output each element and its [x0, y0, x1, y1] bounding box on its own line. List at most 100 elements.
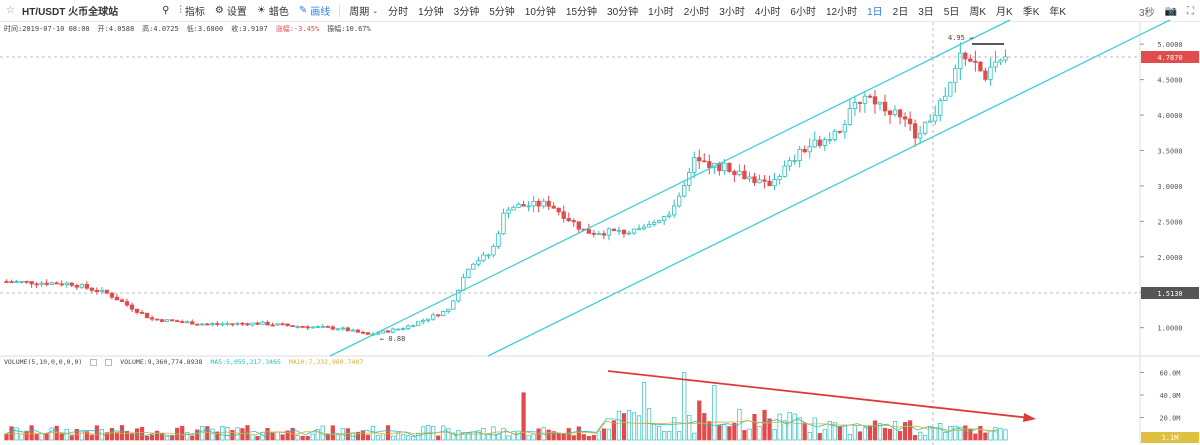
- volume-bar: [109, 427, 115, 441]
- candle-body: [64, 282, 69, 285]
- candle-body: [185, 321, 190, 324]
- candle-body: [923, 121, 928, 134]
- volume-bar: [1003, 429, 1008, 441]
- period-8[interactable]: 2小时: [683, 7, 710, 18]
- period-7[interactable]: 1小时: [648, 7, 674, 18]
- volume-bar: [978, 425, 983, 441]
- period-20[interactable]: 年K: [1049, 7, 1067, 18]
- candle-body: [340, 327, 346, 330]
- volume-bar: [375, 435, 381, 441]
- candle-body: [842, 124, 848, 133]
- theme-label: 蜡色: [268, 7, 289, 18]
- period-17[interactable]: 周K: [969, 7, 987, 18]
- candle-body: [481, 254, 486, 262]
- candle-body: [877, 101, 883, 105]
- favorite-star-icon[interactable]: ☆: [6, 5, 15, 16]
- candle-body: [175, 320, 180, 323]
- sun-icon: ☀: [256, 5, 266, 16]
- legend-settings-icon[interactable]: [90, 358, 98, 366]
- info-change: 涨幅:-3.45%: [275, 25, 320, 33]
- theme-button[interactable]: ☀ 蜡色: [252, 3, 294, 18]
- candle-body: [195, 323, 200, 326]
- volume-bar: [265, 427, 270, 441]
- legend-close-icon[interactable]: [105, 358, 113, 366]
- volume-bar: [155, 430, 160, 441]
- volume-bar: [345, 428, 350, 441]
- volume-bar: [887, 428, 893, 441]
- candle-body: [501, 212, 506, 235]
- candle-body: [867, 95, 873, 98]
- candle-body: [335, 328, 340, 331]
- info-amplitude: 振幅:10.67%: [327, 25, 371, 33]
- period-4[interactable]: 10分钟: [524, 7, 556, 18]
- period-5[interactable]: 15分钟: [565, 7, 598, 18]
- candle-body: [531, 200, 536, 207]
- candle-body: [516, 204, 521, 208]
- period-15[interactable]: 3日: [918, 7, 934, 18]
- volume-bar: [380, 433, 386, 441]
- candle-body: [646, 224, 652, 228]
- candle-body: [606, 228, 612, 236]
- period-19[interactable]: 季K: [1022, 7, 1040, 18]
- period-6[interactable]: 30分钟: [607, 7, 639, 18]
- volume-bar: [777, 413, 782, 441]
- candle-body: [305, 326, 310, 329]
- channel-upper-line: [329, 19, 1011, 357]
- draw-button[interactable]: ✎ 画线: [294, 3, 335, 18]
- candle-body: [702, 160, 707, 163]
- volume-ma10-line: [3, 420, 999, 436]
- period-11[interactable]: 6小时: [790, 7, 816, 18]
- period-1[interactable]: 1分钟: [418, 7, 444, 18]
- candle-body: [205, 323, 210, 326]
- volume-bar: [305, 435, 310, 441]
- candle-body: [365, 332, 371, 335]
- candle-body: [410, 325, 416, 328]
- period-18[interactable]: 月K: [996, 7, 1013, 18]
- candle-body: [732, 171, 737, 176]
- volume-bar: [872, 420, 878, 441]
- candle-body: [456, 289, 461, 302]
- candle-body: [666, 214, 672, 217]
- chevron-down-icon: ⌄: [372, 7, 379, 15]
- volume-bar: [797, 417, 802, 441]
- candle-body: [355, 329, 361, 333]
- period-12[interactable]: 12小时: [825, 7, 858, 18]
- candle-body: [938, 100, 943, 116]
- period-dropdown[interactable]: 周期 ⌄: [344, 3, 383, 18]
- chart-toolbar: ☆ HT/USDT 火币全球站 ⚲ ⫶ 指标 ⚙ 设置 ☀ 蜡色 ✎ 画线 周期…: [0, 0, 1200, 22]
- period-2[interactable]: 3分钟: [453, 7, 480, 18]
- camera-icon[interactable]: 📷: [1164, 5, 1177, 17]
- volume-bar: [4, 433, 9, 441]
- volume-bar: [451, 432, 456, 441]
- settings-button[interactable]: ⚙ 设置: [210, 3, 252, 18]
- volume-bar: [702, 413, 707, 441]
- candle-body: [260, 321, 265, 325]
- refresh-interval[interactable]: 3秒: [1138, 7, 1155, 19]
- candle-body: [54, 282, 59, 285]
- candle-body: [611, 228, 617, 232]
- fullscreen-icon[interactable]: ⛶: [1187, 5, 1194, 17]
- period-10[interactable]: 4小时: [754, 7, 781, 18]
- period-label: 周期: [349, 7, 370, 18]
- period-3[interactable]: 5分钟: [489, 7, 515, 18]
- volume-bar: [882, 427, 888, 441]
- indicators-button[interactable]: ⫶ 指标: [174, 3, 210, 18]
- volume-bar: [571, 435, 576, 441]
- period-16[interactable]: 5日: [943, 7, 960, 18]
- volume-bar: [832, 422, 837, 441]
- candle-body: [907, 118, 913, 125]
- period-13[interactable]: 1日: [867, 7, 883, 18]
- candle-body: [682, 185, 687, 197]
- candle-body: [963, 52, 968, 60]
- trading-pair[interactable]: ☆ HT/USDT 火币全球站: [0, 3, 123, 18]
- period-14[interactable]: 2日: [892, 7, 909, 18]
- period-0[interactable]: 分时: [388, 7, 409, 18]
- volume-bar: [395, 432, 401, 441]
- candle-body: [651, 222, 657, 225]
- candle-body: [200, 323, 205, 326]
- period-9[interactable]: 3小时: [719, 7, 745, 18]
- volume-bar: [897, 431, 903, 441]
- search-button[interactable]: ⚲: [157, 5, 174, 16]
- candle-body: [275, 323, 280, 326]
